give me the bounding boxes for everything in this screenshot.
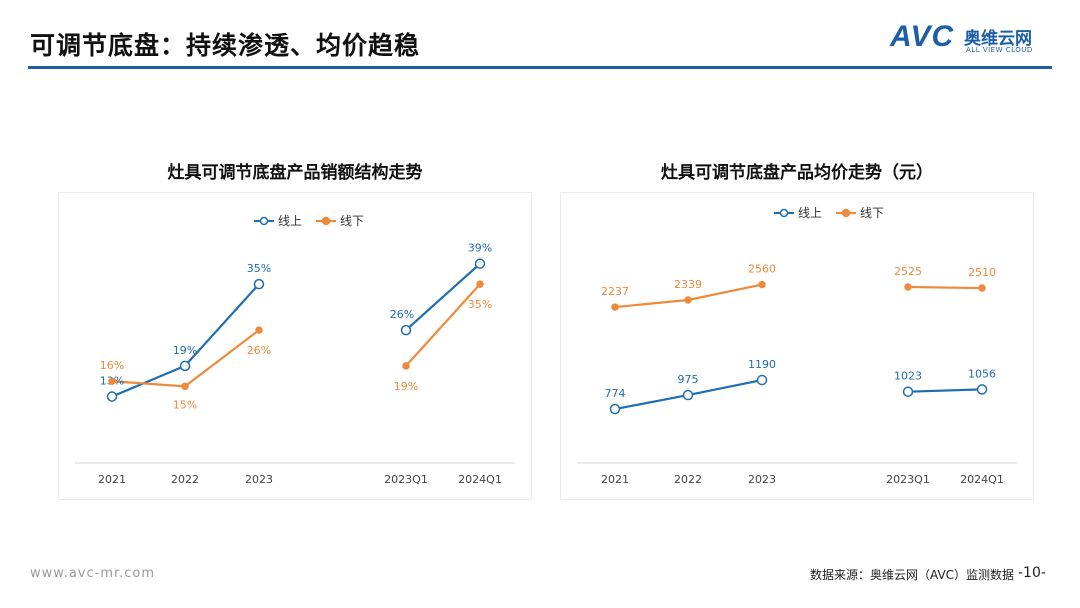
series-line (907, 285, 983, 290)
data-point (756, 374, 768, 386)
page-number: -10- (1018, 565, 1046, 581)
data-point (106, 391, 118, 402)
legend-marker (259, 216, 269, 226)
series-line (111, 329, 260, 388)
data-label: 2339 (674, 278, 702, 291)
x-tick-label: 2023 (748, 473, 776, 486)
data-label: 1023 (894, 370, 922, 383)
x-tick-label: 2023 (245, 473, 273, 486)
chart-1-panel: 2021202220232023Q12024Q1线上线下13%19%35%26%… (58, 192, 532, 500)
data-point (402, 362, 410, 370)
legend-label: 线下 (860, 206, 884, 220)
page-title: 可调节底盘：持续渗透、均价趋稳 (30, 31, 421, 60)
series-line (907, 388, 983, 393)
data-label: 16% (100, 359, 124, 372)
data-point (758, 280, 766, 289)
x-tick-label: 2022 (171, 473, 199, 486)
x-tick-label: 2022 (674, 473, 702, 486)
title-divider (28, 66, 1052, 69)
data-label: 1190 (748, 358, 776, 371)
data-point (682, 389, 694, 401)
data-label: 35% (247, 262, 271, 275)
logo-chinese: 奥维云网 (964, 29, 1032, 49)
x-tick-label: 2023Q1 (886, 473, 930, 486)
data-point (902, 386, 914, 397)
data-point (978, 284, 986, 292)
avc-logo: AVC 奥维云网 ALL VIEW CLOUD (890, 20, 1060, 58)
legend-marker (321, 216, 331, 226)
data-point (611, 303, 619, 311)
data-label: 35% (468, 298, 492, 311)
chart-2-panel: 2021 2022 2023 2023Q1 2024Q1 线上 线下 774 975 1190 10… (560, 192, 1034, 500)
series-line (405, 262, 481, 331)
chart-2-title: 灶具可调节底盘产品均价走势（元） (661, 163, 933, 183)
x-tick-label: 2024Q1 (458, 473, 502, 486)
legend-marker (841, 208, 851, 218)
data-source-note: 数据来源：奥维云网（AVC）监测数据 (810, 568, 1015, 582)
data-label: 2510 (968, 266, 996, 279)
data-label: 26% (390, 308, 414, 321)
data-point (253, 278, 265, 290)
legend-marker (779, 208, 789, 218)
data-label: 15% (173, 398, 197, 411)
data-label: 2525 (894, 265, 922, 278)
logo-english: ALL VIEW CLOUD (966, 46, 1033, 54)
data-point (904, 283, 912, 291)
data-point (400, 324, 412, 336)
series-line (111, 283, 260, 398)
data-point (684, 296, 692, 304)
chart-1-svg: 2021202220232023Q12024Q1线上线下13%19%35%26%… (75, 214, 515, 486)
series-line (405, 283, 481, 367)
data-label: 2237 (601, 285, 629, 298)
data-point (108, 377, 116, 385)
footer-url: www.avc-mr.com (30, 566, 156, 581)
data-label: 19% (394, 380, 418, 393)
data-point (474, 258, 486, 269)
data-label: 975 (678, 373, 699, 386)
data-label: 1056 (968, 367, 996, 380)
data-label: 2560 (748, 263, 776, 276)
x-tick-label: 2024Q1 (960, 473, 1004, 486)
data-point (609, 403, 621, 415)
x-tick-label: 2023Q1 (384, 473, 428, 486)
data-point (255, 326, 263, 334)
x-tick-label: 2021 (601, 473, 629, 486)
data-label: 19% (173, 344, 197, 357)
legend-label: 线下 (340, 214, 364, 228)
legend-label: 线上 (798, 206, 822, 220)
data-label: 774 (605, 387, 626, 400)
data-point (976, 384, 988, 395)
logo-mark: AVC (890, 20, 955, 53)
data-label: 39% (468, 242, 492, 255)
data-point (179, 360, 191, 372)
chart-2-svg: 2021 2022 2023 2023Q1 2024Q1 线上 线下 774 975 1190 10… (577, 206, 1017, 486)
legend-label: 线上 (278, 214, 302, 228)
x-tick-label: 2021 (98, 473, 126, 486)
data-point (181, 382, 189, 391)
data-point (476, 280, 484, 288)
data-label: 26% (247, 344, 271, 357)
chart-1-title: 灶具可调节底盘产品销额结构走势 (167, 163, 423, 183)
